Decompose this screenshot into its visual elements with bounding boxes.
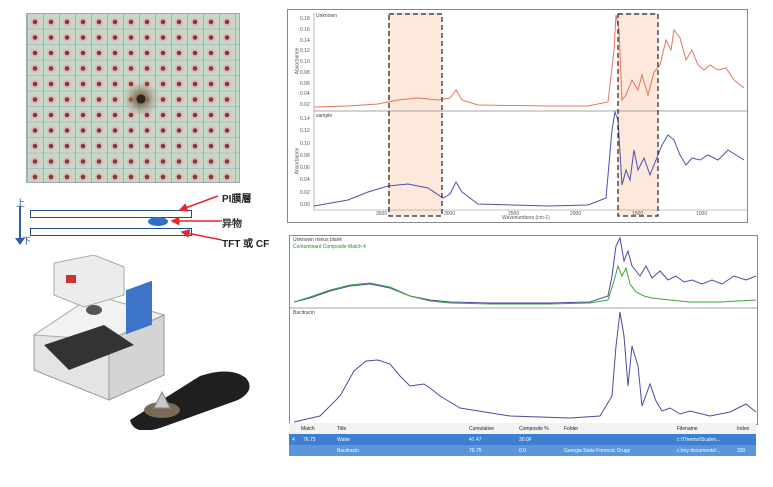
upper-ytick: 0.12 — [300, 48, 310, 55]
upper-spectrum-label: Unknown — [316, 13, 337, 19]
tft-layer — [30, 228, 192, 236]
table-cell: 76.75 — [303, 436, 316, 443]
lower-ytick: 0.10 — [300, 140, 310, 147]
cross-section-diagram: 上 下 PI膜層 异物 TFT 或 CF — [8, 190, 278, 250]
lower-ytick: 0.02 — [300, 189, 310, 196]
down-arrow-icon — [12, 204, 28, 246]
table-row[interactable]: Bacitracin 76.75 0.0 Georgia State Foren… — [289, 445, 756, 456]
table-cell: 4 — [292, 436, 295, 443]
up-label: 上 — [16, 198, 26, 208]
lower-ytick: 0.12 — [300, 128, 310, 135]
xtick: 1000 — [696, 211, 708, 217]
table-header[interactable]: Title — [337, 425, 347, 432]
atr-accessory-illustration — [130, 371, 250, 430]
table-cell: 47.47 — [469, 436, 482, 443]
tft-layer-label: TFT 或 CF — [222, 239, 270, 250]
upper-ytick-column: 0.18 0.16 0.14 0.12 0.10 0.08 0.06 0.04 … — [300, 16, 314, 108]
table-row[interactable]: 4 76.75 Water 47.47 30.0F c:\Thermo\Scal… — [289, 434, 756, 445]
upper-ytick: 0.08 — [300, 69, 310, 76]
upper-ytick: 0.16 — [300, 26, 310, 33]
pi-layer — [30, 210, 192, 218]
search-spectrum-svg — [290, 236, 757, 423]
table-cell: 0.0 — [519, 447, 526, 454]
particle-ellipse — [148, 217, 168, 226]
ftir-microscope-illustration — [32, 255, 166, 401]
pi-layer-label: PI膜層 — [222, 194, 252, 205]
upper-ytick: 0.10 — [300, 59, 310, 65]
table-header[interactable]: Filename — [677, 425, 698, 432]
upper-ytick: 0.06 — [300, 80, 310, 87]
xlabel: Wavenumbers (cm-1) — [502, 215, 550, 221]
upper-ytick: 0.18 — [300, 16, 310, 22]
table-cell: Water — [337, 436, 351, 443]
table-cell: c:\Thermo\Scalen... — [677, 436, 721, 443]
top-spectrum-svg — [313, 13, 747, 217]
table-cell: 330 — [737, 447, 746, 454]
particle-label: 异物 — [222, 219, 242, 230]
upper-ytick: 0.04 — [300, 91, 310, 98]
table-header[interactable]: Match — [301, 425, 315, 432]
lower-ytick: 0.00 — [300, 201, 310, 208]
lower-ytick: 0.06 — [300, 165, 310, 172]
upper-result-subtitle: Contaminant Composite Match 4 — [293, 244, 366, 250]
search-spectrum-panel: Unknown minus blank Contaminant Composit… — [289, 235, 758, 425]
upper-ytick: 0.02 — [300, 102, 310, 108]
table-cell: c:\my documents\... — [677, 447, 721, 454]
upper-ytick: 0.14 — [300, 37, 310, 44]
lower-spectrum-label: sample — [316, 113, 333, 119]
down-label: 下 — [22, 236, 32, 246]
table-header[interactable]: Composite % — [519, 425, 549, 432]
upper-result-title: Unknown minus blank — [293, 237, 342, 243]
table-cell: 30.0F — [519, 436, 532, 443]
pointer-arrows-icon — [170, 195, 223, 241]
lower-ytick-column: 0.14 0.12 0.10 0.08 0.06 0.04 0.02 0.00 — [300, 116, 314, 208]
lower-result-title: Bacitracin — [293, 310, 315, 316]
top-spectrum-panel: Unknown sample Absorbance Absorbance 0.1… — [287, 9, 748, 223]
xtick: 2500 — [508, 211, 520, 217]
table-header[interactable]: Folder — [564, 425, 579, 432]
lower-ytick: 0.08 — [300, 152, 310, 159]
table-header[interactable]: Index — [737, 425, 750, 432]
particle-spot — [123, 84, 159, 114]
table-cell: 76.75 — [469, 447, 482, 454]
table-cell: Bacitracin — [337, 447, 359, 454]
xtick: 2000 — [570, 211, 582, 217]
microscope-image — [26, 13, 240, 183]
xtick: 1500 — [632, 211, 644, 217]
lower-ytick: 0.14 — [300, 116, 310, 122]
table-header[interactable]: Cumulative — [469, 425, 495, 432]
table-cell: Georgia State Forensic Drugs — [564, 447, 631, 454]
lower-ytick: 0.04 — [300, 177, 310, 184]
xtick: 3000 — [444, 211, 456, 217]
match-table: Match Title Cumulative Composite % Folde… — [289, 423, 756, 456]
xtick: 3500 — [376, 211, 388, 217]
